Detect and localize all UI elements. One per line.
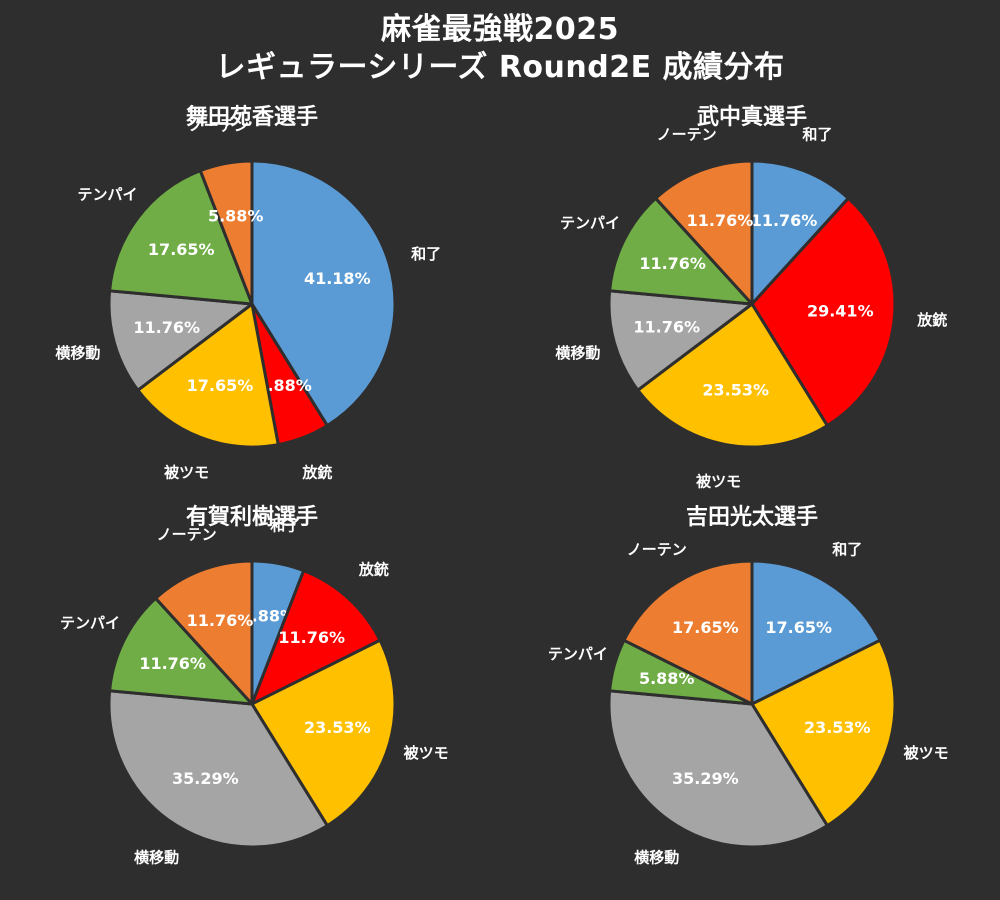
pie-slice [636,302,829,449]
pie-category-label: 放銃 [358,561,389,579]
pie-slice [750,638,897,828]
pie-category-label: 横移動 [555,344,600,362]
pie-value-label: 23.53% [804,718,871,737]
pie-category-label: テンパイ [548,645,608,663]
pie-category-label: 和了 [802,126,832,144]
pie-slice [198,159,254,306]
pie-slice [250,569,382,706]
pie-value-label: 17.65% [148,240,215,259]
pie-category-label: 和了 [270,517,300,535]
pie-value-label: 11.76% [633,318,700,337]
pie-value-label: 11.76% [187,611,254,630]
pie-slice [608,196,754,306]
pie-slice [654,159,754,306]
pie-slice [108,169,254,306]
pie-value-label: 11.76% [687,211,754,230]
pie-slice [250,638,397,828]
pie-chart-2: 武中真選手 11.76% 和了 29.41% 放銃 23.53% 被ツモ 11.76% 横移動 1… [555,104,947,490]
pie-title: 舞田苑香選手 [186,104,318,130]
pie-title: 武中真選手 [697,104,807,130]
pie-category-label: ノーテン [157,526,217,544]
pie-value-label: 35.29% [672,769,739,788]
pie-slice [622,559,754,706]
pie-value-label: 35.29% [172,769,239,788]
pie-category-label: ノーテン [657,126,717,144]
pie-title: 有賀利樹選手 [186,504,318,530]
pie-slice [750,559,882,706]
pie-value-label: 5.88% [256,376,312,395]
pie-value-label: 11.76% [139,654,206,673]
chart-title-line1: 麻雀最強戦2025 [381,12,619,47]
pie-title: 吉田光太選手 [686,504,818,530]
pie-category-label: 和了 [411,245,441,263]
pie-slice [108,596,254,706]
pie-slice [607,289,754,392]
pie-value-label: 5.88% [241,606,297,625]
pie-slice [107,289,254,392]
pie-slice [136,302,280,449]
pie-category-label: 横移動 [634,848,679,866]
pie-chart-4: 吉田光太選手 17.65% 和了 23.53% 被ツモ 35.29% 横移動 5.88% テンパ… [548,504,949,866]
pie-chart-3: 有賀利樹選手 5.88% 和了 11.76% 放銃 23.53% 被ツモ 35.29% 横移動 1… [60,504,449,866]
pie-value-label: 17.65% [765,618,832,637]
pie-value-label: 23.53% [702,381,769,400]
pie-value-label: 11.76% [751,211,818,230]
pie-category-label: ノーテン [627,541,687,559]
pie-value-label: 5.88% [639,669,695,688]
pie-value-label: 41.18% [304,269,371,288]
pie-value-label: 11.76% [278,628,345,647]
pie-category-label: ノーテン [189,117,249,135]
pie-category-label: 放銃 [916,311,947,329]
pie-category-label: 放銃 [301,463,332,481]
pie-category-label: 和了 [832,541,862,559]
pie-category-label: テンパイ [60,614,120,632]
chart-title-line2: レギュラーシリーズ Round2E 成績分布 [215,50,785,85]
pie-value-label: 5.88% [208,206,264,225]
pie-category-label: 被ツモ [696,472,741,490]
pie-value-label: 29.41% [807,302,874,321]
pie-category-label: テンパイ [560,214,620,232]
pie-value-label: 11.76% [639,254,706,273]
pie-category-label: テンパイ [78,185,138,203]
pie-slice [750,196,897,428]
pie-value-label: 11.76% [133,318,200,337]
pie-value-label: 23.53% [304,718,371,737]
pie-value-label: 17.65% [672,618,739,637]
pie-category-label: 横移動 [55,344,100,362]
pie-slice [154,559,254,706]
pie-slice [107,689,329,849]
pie-slice [750,159,850,306]
pie-chart-1: 舞田苑香選手 41.18% 和了 5.88% 放銃 17.65% 被ツモ 11.76% 横移動 1… [55,104,441,481]
pie-slice [607,689,829,849]
pie-category-label: 被ツモ [404,744,449,762]
pie-category-label: 被ツモ [164,463,209,481]
pie-category-label: 横移動 [134,848,179,866]
pie-value-label: 17.65% [187,376,254,395]
pie-category-label: 被ツモ [904,744,949,762]
